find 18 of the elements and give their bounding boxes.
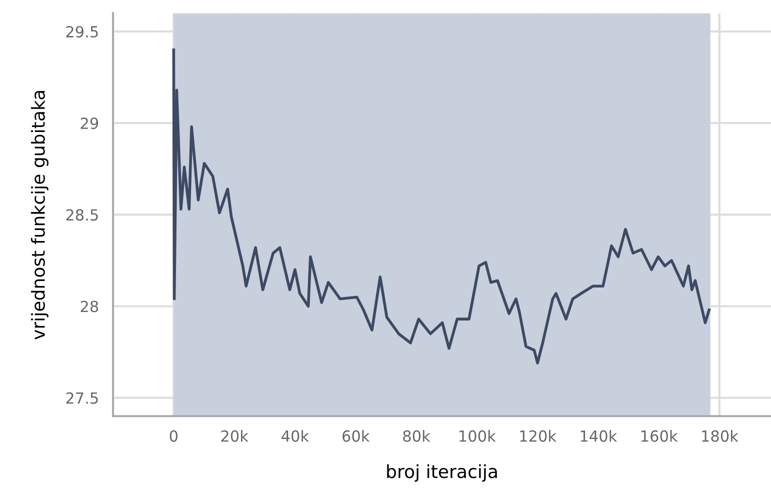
x-tick-label: 0 (170, 430, 178, 442)
x-tick-label: 160k (641, 430, 678, 442)
line-series (172, 48, 711, 364)
x-tick-label: 140k (580, 430, 618, 442)
y-axis-title: vrijednost funkcije gubitaka (30, 90, 48, 340)
y-tick-label: 29 (80, 118, 98, 130)
x-tick-label: 80k (403, 430, 430, 442)
y-tick-label: 29.5 (66, 26, 98, 38)
x-tick-label: 120k (520, 430, 556, 442)
x-axis-title: broj iteracija (387, 464, 497, 482)
y-tick-label: 28 (80, 300, 98, 312)
x-tick-label: 180k (702, 430, 738, 442)
x-tick-label: 20k (221, 430, 248, 442)
x-tick-label: 60k (342, 430, 370, 442)
x-tick-label: 100k (460, 430, 496, 442)
x-tick-label: 40k (282, 430, 310, 442)
y-tick-label: 27.5 (66, 392, 98, 404)
y-tick-label: 28.5 (66, 209, 98, 221)
